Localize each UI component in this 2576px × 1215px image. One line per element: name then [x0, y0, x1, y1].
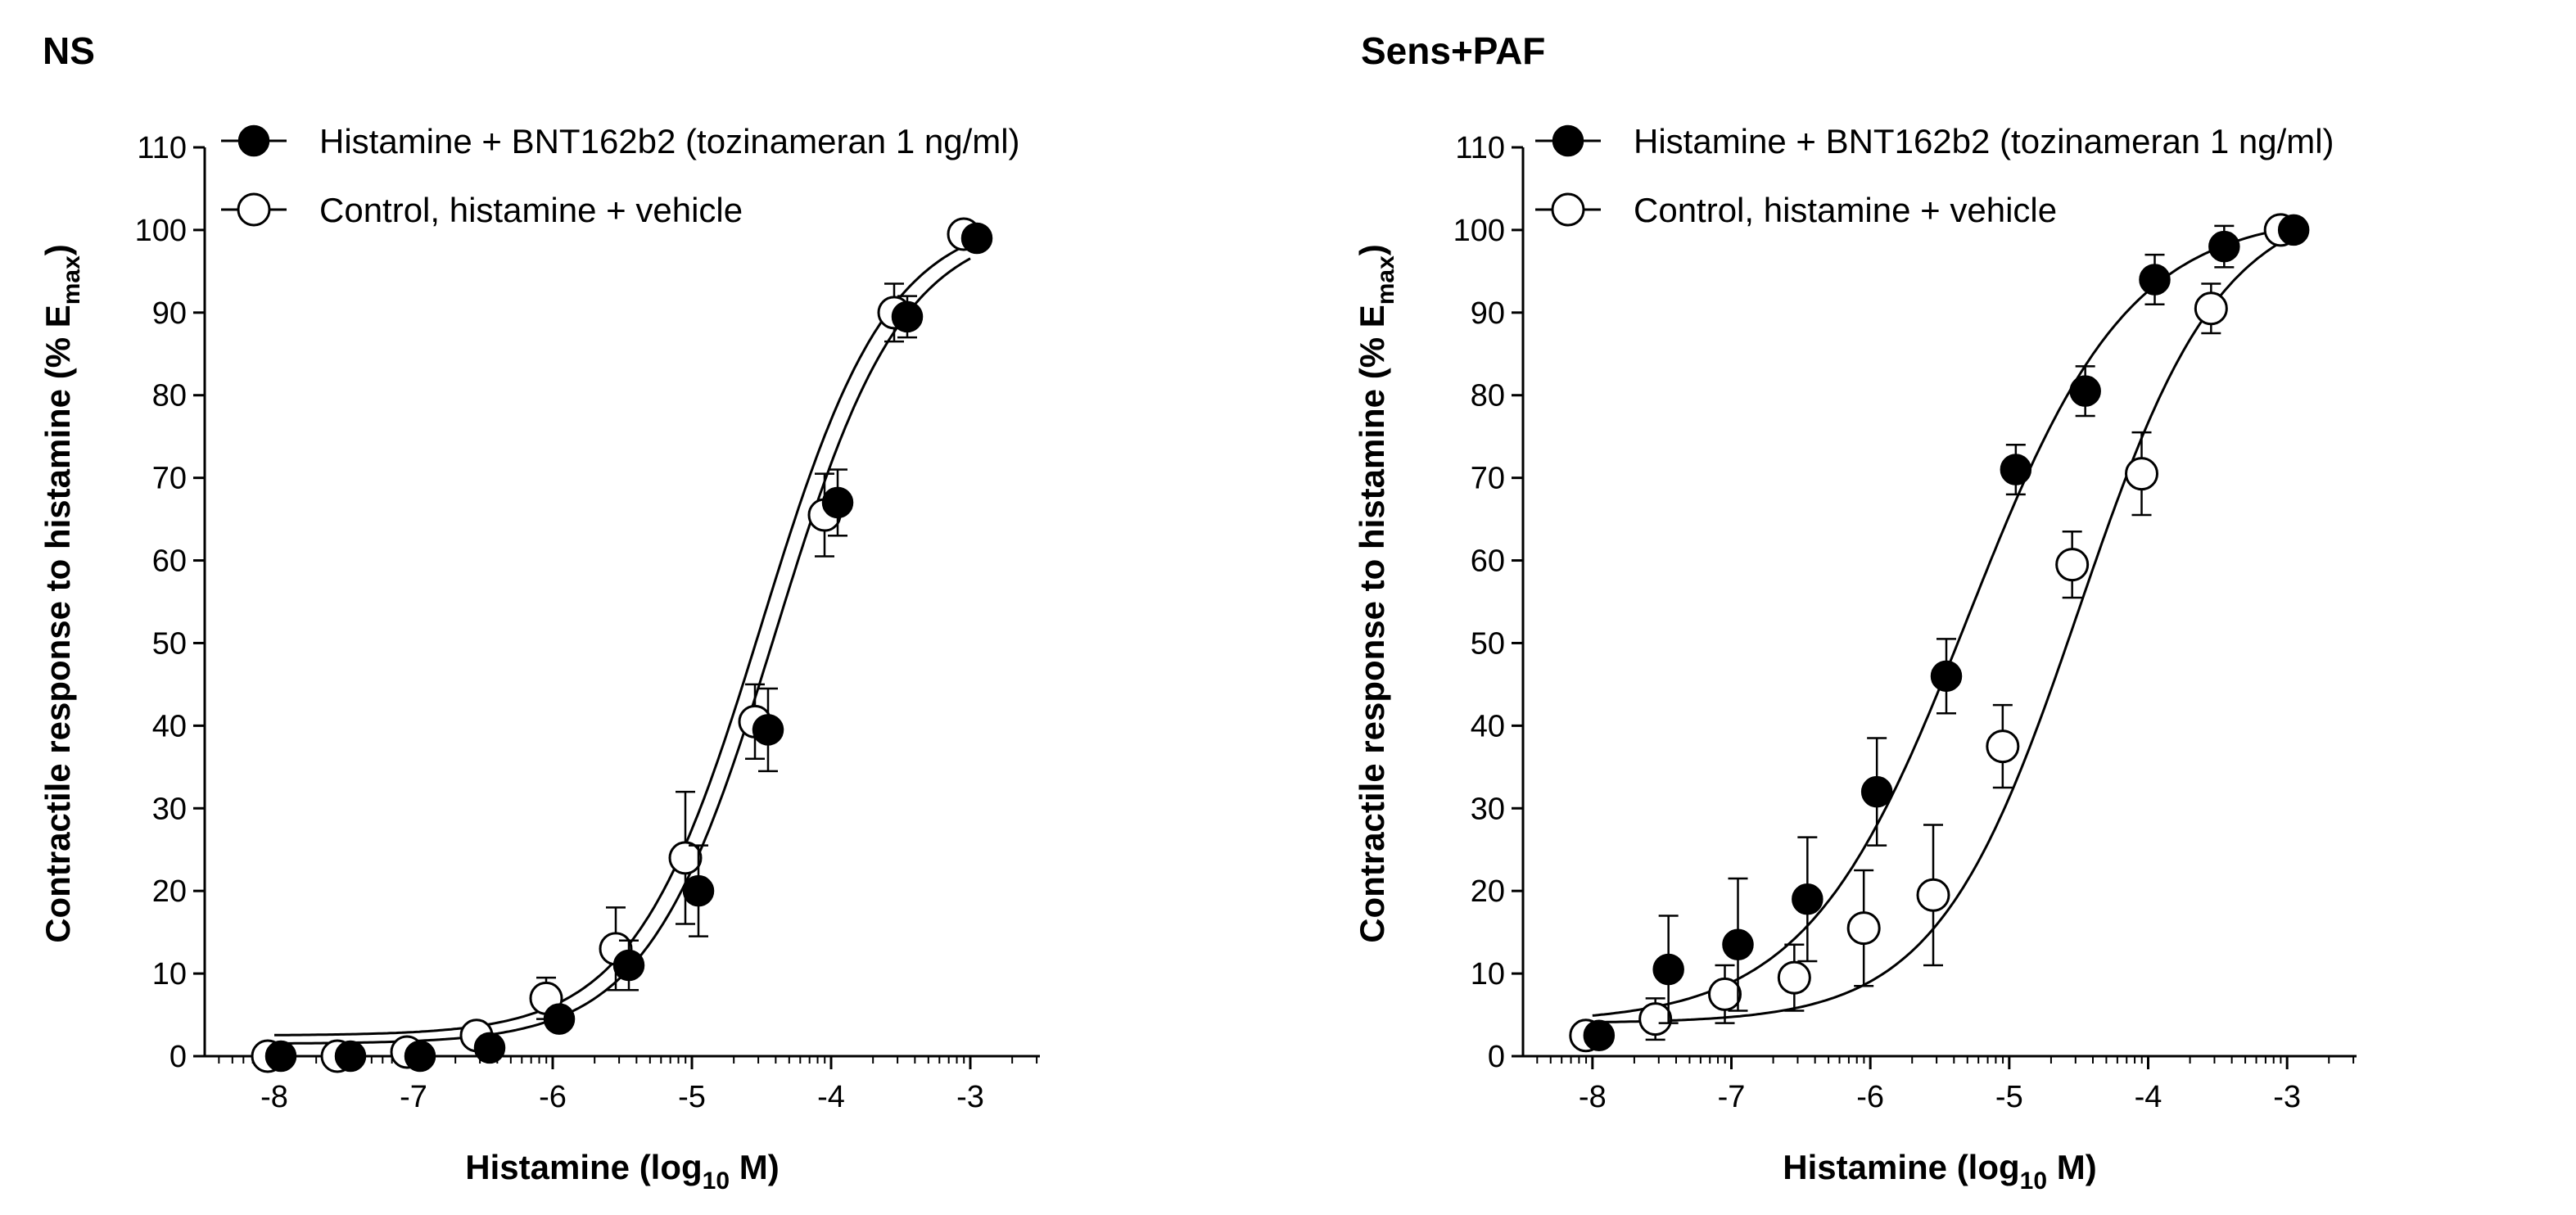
data-point-control — [1777, 960, 1811, 995]
chart-title: Sens+PAF — [1361, 29, 1545, 72]
data-point-bnt162b2 — [682, 874, 715, 907]
x-tick-label: -5 — [678, 1080, 706, 1114]
data-point-bnt162b2 — [2069, 375, 2101, 407]
y-tick-label: 50 — [1471, 626, 1505, 661]
x-axis-title: Histamine (log10 M) — [465, 1148, 779, 1195]
x-tick-label: -7 — [1718, 1080, 1746, 1114]
data-point-bnt162b2 — [2139, 264, 2171, 296]
legend-entry-bnt162b2: Histamine + BNT162b2 (tozinameran 1 ng/m… — [1535, 122, 2334, 160]
legend-label: Control, histamine + vehicle — [319, 191, 743, 229]
y-tick-label: 10 — [1471, 957, 1505, 991]
data-point-bnt162b2 — [612, 949, 645, 982]
data-point-bnt162b2 — [404, 1040, 436, 1073]
y-tick-label: 100 — [1453, 214, 1505, 248]
data-point-bnt162b2 — [1652, 953, 1684, 986]
legend-label: Histamine + BNT162b2 (tozinameran 1 ng/m… — [1634, 122, 2334, 160]
legend-marker — [237, 192, 271, 227]
y-tick-label: 70 — [152, 462, 187, 496]
data-point-bnt162b2 — [1583, 1019, 1616, 1052]
y-tick-label: 70 — [1471, 462, 1505, 496]
y-tick-label: 30 — [152, 792, 187, 826]
data-point-bnt162b2 — [1860, 775, 1893, 808]
y-tick-label: 90 — [1471, 296, 1505, 331]
data-point-bnt162b2 — [334, 1040, 367, 1073]
data-point-bnt162b2 — [1930, 660, 1963, 693]
x-tick-label: -3 — [2273, 1080, 2301, 1114]
x-axis-title: Histamine (log10 M) — [1783, 1148, 2096, 1195]
x-tick-label: -8 — [1579, 1080, 1607, 1114]
y-tick-label: 10 — [152, 957, 187, 991]
y-tick-label: 60 — [152, 544, 187, 579]
x-tick-label: -3 — [956, 1080, 984, 1114]
data-point-control — [1708, 977, 1742, 1011]
y-tick-label: 60 — [1471, 544, 1505, 579]
y-tick-label: 0 — [169, 1040, 187, 1074]
legend-label: Control, histamine + vehicle — [1634, 191, 2057, 229]
data-point-control — [2194, 291, 2228, 326]
data-point-control — [1638, 1002, 1673, 1037]
y-tick-label: 20 — [1471, 874, 1505, 909]
y-axis-title: Contractile response to histamine (% Ema… — [1353, 244, 1399, 943]
data-point-control — [1916, 878, 1950, 912]
x-tick-label: -4 — [2135, 1080, 2162, 1114]
fit-curve-bnt162b2 — [274, 257, 971, 1045]
y-axis-title: Contractile response to histamine (% Ema… — [38, 244, 85, 943]
y-tick-label: 40 — [152, 709, 187, 743]
legend-marker — [237, 124, 270, 157]
legend-entry-control: Control, histamine + vehicle — [221, 191, 743, 229]
x-tick-label: -6 — [539, 1080, 567, 1114]
data-point-control — [1846, 911, 1881, 946]
legend-label: Histamine + BNT162b2 (tozinameran 1 ng/m… — [319, 122, 1020, 160]
data-point-control — [668, 841, 703, 875]
data-point-bnt162b2 — [821, 486, 854, 519]
data-point-bnt162b2 — [2277, 214, 2310, 246]
data-point-bnt162b2 — [473, 1032, 506, 1064]
y-tick-label: 110 — [137, 131, 187, 165]
data-point-bnt162b2 — [264, 1040, 297, 1073]
y-tick-label: 50 — [152, 626, 187, 661]
y-tick-label: 30 — [1471, 792, 1505, 826]
y-tick-label: 0 — [1488, 1040, 1505, 1074]
legend-entry-control: Control, histamine + vehicle — [1535, 191, 2057, 229]
legend-marker — [1552, 124, 1584, 157]
data-point-bnt162b2 — [752, 714, 784, 746]
fit-curve-control — [1592, 237, 2288, 1024]
y-tick-label: 90 — [152, 296, 187, 331]
data-point-bnt162b2 — [543, 1003, 576, 1035]
chart-title: NS — [43, 29, 95, 72]
y-tick-label: 80 — [152, 379, 187, 413]
legend-entry-bnt162b2: Histamine + BNT162b2 (tozinameran 1 ng/m… — [221, 122, 1020, 160]
y-tick-label: 110 — [1455, 131, 1505, 165]
y-tick-label: 80 — [1471, 379, 1505, 413]
y-tick-label: 20 — [152, 874, 187, 909]
x-tick-label: -5 — [1995, 1080, 2023, 1114]
legend-marker — [1551, 192, 1585, 227]
data-point-control — [2055, 548, 2090, 582]
x-tick-label: -4 — [817, 1080, 845, 1114]
x-tick-label: -7 — [400, 1080, 427, 1114]
data-point-control — [1986, 729, 2020, 764]
data-point-bnt162b2 — [960, 222, 993, 255]
fit-curve-control — [274, 242, 971, 1037]
y-tick-label: 100 — [135, 214, 187, 248]
data-point-bnt162b2 — [2000, 454, 2032, 486]
data-point-bnt162b2 — [1722, 928, 1754, 961]
x-tick-label: -8 — [260, 1080, 288, 1114]
chart-panel-1: NS 0 10 20 30 40 50 60 70 80 90 100 110 -8 -7 -6 -5 -4 -3 H… — [38, 29, 1040, 1195]
chart-panel-2: Sens+PAF 0 10 20 30 40 50 60 70 80 90 100 110 -8 -7 -6 -… — [1353, 29, 2357, 1195]
data-point-bnt162b2 — [891, 300, 924, 333]
data-point-bnt162b2 — [2208, 230, 2240, 263]
x-tick-label: -6 — [1856, 1080, 1884, 1114]
data-point-control — [2125, 457, 2158, 491]
data-point-bnt162b2 — [1792, 883, 1824, 915]
y-tick-label: 40 — [1471, 709, 1505, 743]
